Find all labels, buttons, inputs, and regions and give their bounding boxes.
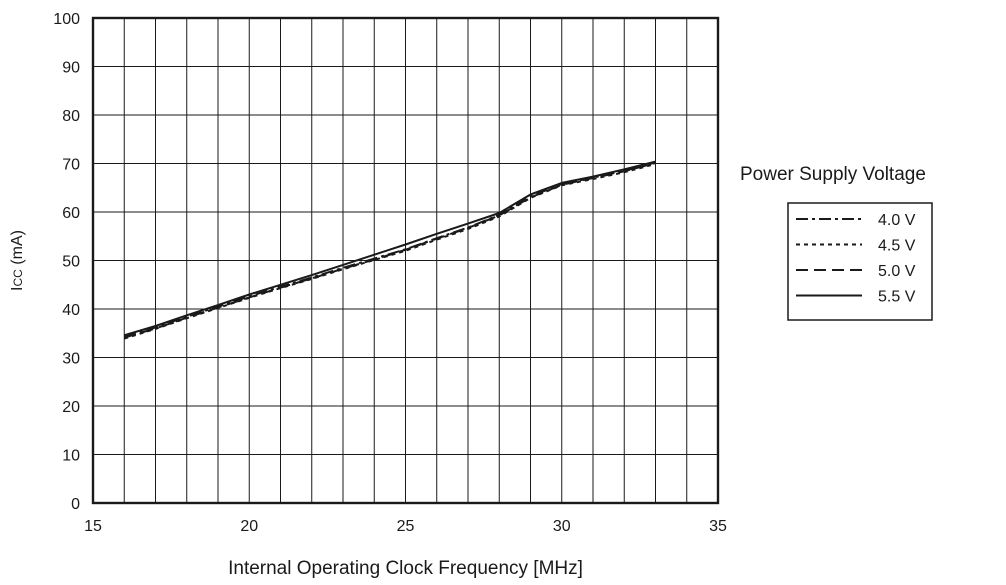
y-tick-label: 90 (62, 60, 80, 77)
y-tick-label: 10 (62, 448, 80, 465)
y-tick-label: 50 (62, 254, 80, 271)
x-tick-label: 20 (240, 518, 258, 535)
plot-frame (91, 16, 720, 505)
series-line-5-5-v (124, 160, 656, 337)
x-tick-label: 25 (397, 518, 415, 535)
legend-box (787, 202, 933, 321)
x-tick-label: 15 (84, 518, 102, 535)
y-tick-label: 0 (71, 496, 80, 513)
y-tick-label: 70 (62, 157, 80, 174)
y-axis-title: ICC (mA) (9, 230, 26, 291)
legend-label: 5.0 V (878, 263, 916, 280)
y-tick-label: 40 (62, 302, 80, 319)
legend-title: Power Supply Voltage (740, 164, 926, 185)
y-tick-label: 60 (62, 205, 80, 222)
grid (93, 18, 718, 503)
y-axis-title-unit: (mA) (9, 230, 26, 269)
x-tick-label: 30 (553, 518, 571, 535)
y-tick-label: 30 (62, 351, 80, 368)
legend-label: 5.5 V (878, 289, 916, 306)
y-axis-title-main: I (9, 287, 26, 291)
x-tick-labels: 15 20 25 30 35 (84, 518, 727, 535)
y-tick-label: 20 (62, 399, 80, 416)
series-line-5-0-v (124, 162, 656, 339)
series-group (124, 160, 656, 340)
x-tick-label: 35 (709, 518, 727, 535)
legend-label: 4.5 V (878, 238, 916, 255)
y-tick-label: 80 (62, 108, 80, 125)
legend-label: 4.0 V (878, 212, 916, 229)
y-tick-label: 100 (53, 11, 80, 28)
y-tick-labels: 0 10 20 30 40 50 60 70 80 90 100 (53, 11, 80, 513)
legend-items: 4.0 V 4.5 V 5.0 V 5.5 V (796, 212, 916, 306)
x-axis-title: Internal Operating Clock Frequency [MHz] (228, 558, 583, 579)
y-axis-title-subscript: CC (11, 269, 25, 287)
